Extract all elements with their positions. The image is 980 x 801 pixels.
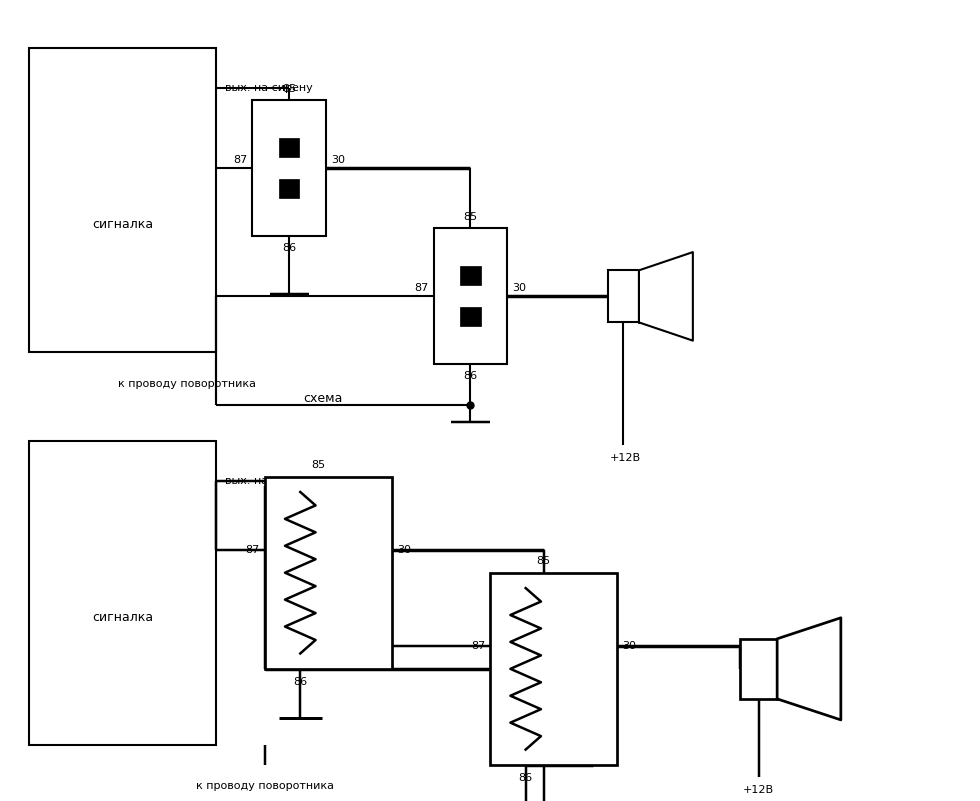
Text: вых. на сирену: вых. на сирену: [225, 83, 314, 93]
Bar: [608, 270, 639, 322]
Text: 85: 85: [536, 557, 551, 566]
Bar: [265, 477, 392, 669]
Bar: [278, 179, 300, 198]
Text: 30: 30: [512, 284, 526, 293]
Bar: [490, 573, 617, 765]
Text: 86: 86: [464, 371, 477, 380]
Polygon shape: [777, 618, 841, 720]
Text: +12В: +12В: [743, 785, 774, 795]
Bar: [740, 639, 777, 698]
Text: схема: схема: [304, 392, 343, 405]
Text: 87: 87: [233, 155, 247, 165]
Polygon shape: [639, 252, 693, 340]
Text: 30: 30: [397, 545, 411, 554]
Text: 85: 85: [464, 212, 477, 222]
Text: 86: 86: [293, 677, 308, 686]
Text: 87: 87: [245, 545, 260, 554]
Text: сигналка: сигналка: [92, 218, 153, 231]
Bar: [29, 48, 216, 352]
Text: 87: 87: [470, 641, 485, 650]
Bar: [253, 100, 325, 236]
Bar: [461, 308, 480, 326]
Text: сигналка: сигналка: [92, 610, 153, 624]
Text: к проводу поворотника: к проводу поворотника: [196, 781, 333, 791]
Text: 30: 30: [330, 155, 345, 165]
Text: 85: 85: [282, 84, 296, 94]
Text: вых. на сирену: вых. на сирену: [225, 476, 314, 485]
Text: 86: 86: [518, 773, 533, 783]
Bar: [278, 139, 300, 157]
Bar: [461, 267, 480, 285]
Text: 86: 86: [282, 243, 296, 252]
Bar: [29, 441, 216, 745]
Text: 30: 30: [622, 641, 636, 650]
Bar: [433, 228, 508, 364]
Text: к проводу поворотника: к проводу поворотника: [118, 380, 256, 389]
Text: 85: 85: [311, 461, 325, 470]
Text: +12В: +12В: [610, 453, 641, 462]
Text: 87: 87: [415, 284, 429, 293]
